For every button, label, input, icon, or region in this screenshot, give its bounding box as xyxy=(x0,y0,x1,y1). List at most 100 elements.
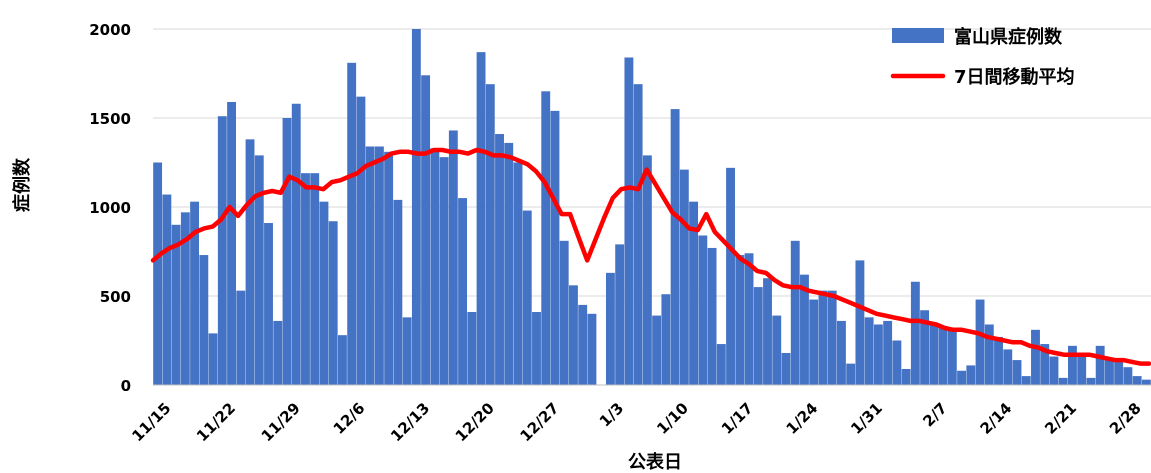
bar xyxy=(337,335,347,385)
bar xyxy=(402,317,412,385)
bar xyxy=(319,201,329,385)
bar xyxy=(578,304,588,385)
bar xyxy=(254,155,264,385)
bar xyxy=(476,52,486,385)
bar xyxy=(587,313,597,385)
bar xyxy=(153,162,163,385)
bar xyxy=(772,315,782,385)
bar xyxy=(393,199,403,385)
bar xyxy=(744,253,754,385)
bar xyxy=(541,91,551,386)
bar xyxy=(199,255,209,385)
bar xyxy=(356,96,366,385)
bar-series xyxy=(153,29,1151,386)
bar xyxy=(1132,376,1142,385)
bar xyxy=(485,84,495,386)
bar xyxy=(273,320,283,385)
bar xyxy=(624,57,634,385)
bar xyxy=(873,324,883,385)
bar xyxy=(1058,377,1068,385)
bar xyxy=(689,201,699,385)
bar xyxy=(264,223,273,385)
bar xyxy=(1031,329,1040,385)
bar xyxy=(707,247,717,385)
bar xyxy=(421,75,431,385)
bar xyxy=(208,333,218,385)
bar xyxy=(633,84,643,386)
bar xyxy=(605,272,615,385)
bar xyxy=(171,224,181,385)
bar xyxy=(938,326,948,385)
bar xyxy=(920,310,930,385)
bar xyxy=(1141,379,1151,385)
bar xyxy=(818,290,828,385)
bar xyxy=(698,235,708,385)
x-axis-title: 公表日 xyxy=(628,451,682,473)
bar xyxy=(1077,356,1087,385)
bar xyxy=(661,294,671,385)
bar xyxy=(458,198,468,385)
bar xyxy=(652,315,662,385)
legend-label-bar: 富山県症例数 xyxy=(954,26,1063,48)
bar xyxy=(227,101,236,385)
bar xyxy=(864,317,874,385)
bar xyxy=(347,62,357,385)
bar xyxy=(569,285,578,385)
bar xyxy=(162,194,172,385)
bar xyxy=(892,340,902,385)
bar xyxy=(781,352,791,385)
bar xyxy=(1086,377,1096,385)
bar xyxy=(809,299,819,385)
bar xyxy=(763,278,772,385)
bar xyxy=(411,29,421,385)
bar xyxy=(827,290,837,385)
bar xyxy=(495,134,504,385)
moving-average-line xyxy=(150,147,1151,366)
y-tick-label: 0 xyxy=(121,377,131,395)
bar xyxy=(532,312,541,385)
bar xyxy=(1104,358,1114,385)
bar xyxy=(504,142,514,385)
bar xyxy=(282,118,292,385)
bar xyxy=(984,324,994,385)
bar xyxy=(180,212,190,385)
bar xyxy=(957,370,967,385)
legend-swatch-bar xyxy=(892,28,944,43)
bar xyxy=(1095,345,1105,385)
y-tick-label: 500 xyxy=(100,288,131,306)
bar xyxy=(846,363,856,385)
bar xyxy=(513,162,523,385)
bar xyxy=(559,240,569,385)
bar xyxy=(679,169,689,385)
bar xyxy=(615,244,625,385)
bar xyxy=(310,173,320,385)
bar xyxy=(365,146,375,385)
bar xyxy=(1012,360,1022,385)
bar xyxy=(726,167,735,385)
bar xyxy=(522,210,532,385)
bar xyxy=(975,299,985,385)
bar xyxy=(1068,345,1077,385)
bar xyxy=(217,116,227,385)
y-axis-tick-labels: 0 500 1000 1500 2000 xyxy=(89,21,131,395)
bar xyxy=(901,368,911,385)
bar xyxy=(439,157,449,385)
bar xyxy=(910,281,920,385)
bar xyxy=(947,328,957,385)
bar xyxy=(374,146,384,385)
bar xyxy=(836,320,846,385)
gridlines xyxy=(153,28,1151,297)
bar xyxy=(800,274,809,385)
bar xyxy=(430,148,440,385)
bar xyxy=(550,110,560,385)
y-axis-title: 症例数 xyxy=(11,157,33,212)
y-tick-label: 1500 xyxy=(89,110,131,128)
bar xyxy=(1049,356,1059,385)
bar xyxy=(467,312,477,385)
bar xyxy=(291,103,301,385)
bar xyxy=(190,201,200,385)
bar xyxy=(1123,367,1133,385)
bar xyxy=(1021,376,1031,385)
bar xyxy=(966,365,976,385)
